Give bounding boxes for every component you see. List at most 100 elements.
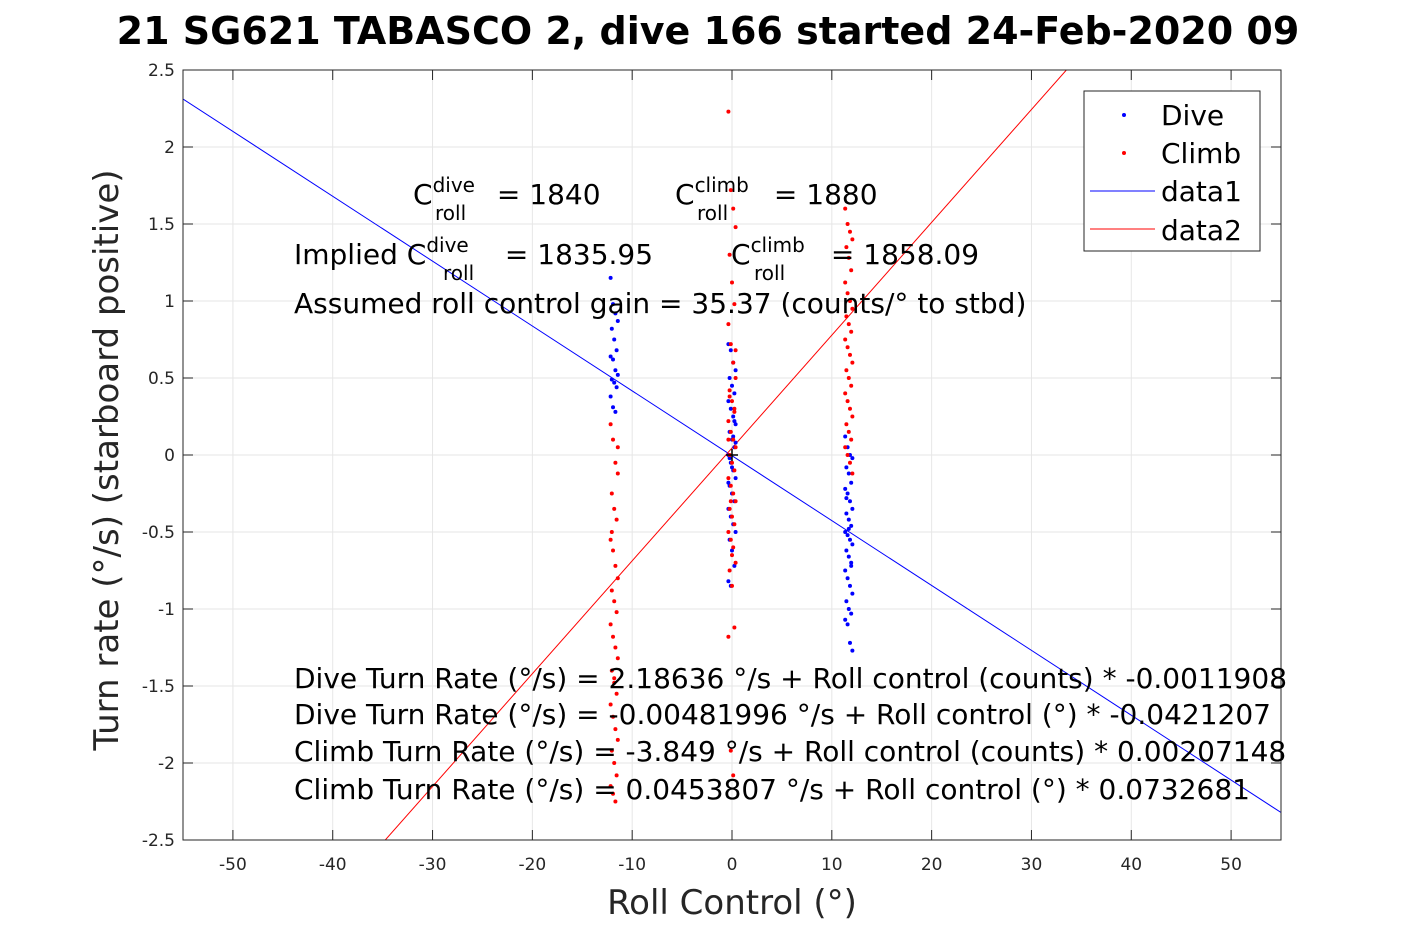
c-roll-climb-sub: roll (697, 201, 728, 225)
climb-point (728, 748, 733, 753)
climb-point (847, 460, 852, 465)
dive-point (849, 611, 854, 616)
c-roll-climb-annotation: Cclimb roll = 1880 (675, 173, 878, 225)
dive-point (844, 496, 849, 501)
dive-point (728, 348, 733, 353)
climb-point (615, 445, 620, 450)
climb-point (850, 360, 855, 365)
climb-point (845, 345, 850, 350)
climb-point (732, 625, 737, 630)
dive-point (614, 348, 619, 353)
dive-point (844, 511, 849, 516)
climb-point (609, 748, 614, 753)
dive-point (733, 476, 738, 481)
climb-point (727, 568, 732, 573)
dive-point (849, 523, 854, 528)
climb-point (726, 530, 731, 534)
dive-point (845, 491, 850, 496)
x-tick-label: 0 (727, 855, 738, 875)
dive-point (732, 563, 737, 568)
y-tick-label: 1 (164, 292, 175, 312)
climb-point (613, 563, 618, 568)
climb-point (731, 491, 736, 496)
climb-point (608, 537, 613, 542)
implied-dive-value: = 1835.95 (496, 238, 653, 271)
c-roll-dive-base: C (413, 178, 433, 211)
climb-point (731, 437, 736, 442)
dive-point (609, 377, 614, 382)
climb-point (850, 414, 855, 419)
y-tick-label: 2.5 (148, 61, 175, 81)
dive-point (612, 380, 617, 385)
dive-point (614, 385, 619, 390)
equation-climb-degrees: Climb Turn Rate (°/s) = 0.0453807 °/s + … (294, 773, 1250, 806)
climb-point (727, 506, 732, 511)
climb-point (726, 322, 731, 327)
climb-point (609, 491, 614, 496)
dive-point (726, 480, 731, 485)
dive-point (849, 563, 854, 568)
climb-point (846, 429, 851, 434)
climb-point (733, 560, 738, 565)
y-tick-label: 0 (164, 446, 175, 466)
climb-point (730, 399, 734, 404)
implied-climb-sup: climb (751, 233, 805, 257)
climb-point (846, 322, 851, 327)
climb-point (847, 229, 852, 234)
dive-point (845, 622, 850, 627)
dive-point (611, 302, 616, 307)
climb-point (849, 329, 854, 334)
dive-point (850, 648, 855, 653)
dive-point (847, 537, 852, 542)
x-tick-label: 30 (1021, 855, 1043, 875)
climb-point (609, 668, 614, 673)
y-tick-label: 1.5 (148, 215, 175, 235)
dive-point (731, 414, 736, 419)
dive-point (730, 548, 734, 553)
dive-point (608, 354, 613, 359)
climb-point (849, 383, 854, 388)
climb-point (843, 337, 848, 342)
dive-point (843, 530, 848, 534)
tick-labels: -50 -40 -30 -20 -10 0 10 20 30 40 50-2.5-2-1.5-1-0… (142, 61, 1242, 875)
dive-point (608, 275, 613, 280)
climb-point (613, 645, 618, 650)
climb-point (730, 553, 734, 558)
chart-title: 21 SG621 TABASCO 2, dive 166 started 24-… (117, 9, 1300, 53)
legend-dive-label: Dive (1161, 99, 1224, 132)
c-roll-climb-base: C (675, 178, 695, 211)
climb-point (613, 799, 618, 804)
dive-point (727, 456, 732, 461)
dive-point (843, 434, 848, 439)
climb-point (732, 468, 737, 473)
dive-point (845, 533, 850, 538)
c-roll-climb-value: = 1880 (765, 178, 878, 211)
climb-point (611, 548, 616, 553)
legend-box (1083, 90, 1261, 252)
dive-point (847, 640, 852, 645)
climb-point (613, 727, 618, 732)
implied-dive-sub: roll (443, 261, 474, 285)
dive-point (846, 554, 851, 559)
climb-point (611, 791, 616, 796)
implied-dive-base: C (407, 238, 427, 271)
climb-point (846, 255, 851, 260)
y-tick-label: -0.5 (142, 523, 175, 543)
climb-point (726, 109, 731, 114)
implied-climb-sub: roll (754, 261, 785, 285)
climb-point (732, 409, 737, 414)
legend-data1-label: data1 (1161, 175, 1242, 208)
implied-c-roll-dive-annotation: Implied Cdive roll = 1835.95 (294, 233, 653, 285)
equation-climb-counts: Climb Turn Rate (°/s) = -3.849 °/s + Rol… (294, 735, 1286, 768)
climb-point (850, 471, 855, 476)
climb-point (608, 422, 613, 427)
x-tick-label: -20 (518, 855, 546, 875)
climb-point (726, 634, 731, 639)
climb-point (726, 419, 731, 424)
implied-dive-sup: dive (426, 233, 468, 257)
dive-point (730, 383, 734, 388)
implied-climb-value: = 1858.09 (822, 238, 979, 271)
legend-climb-label: Climb (1161, 137, 1241, 170)
climb-point (731, 545, 736, 550)
